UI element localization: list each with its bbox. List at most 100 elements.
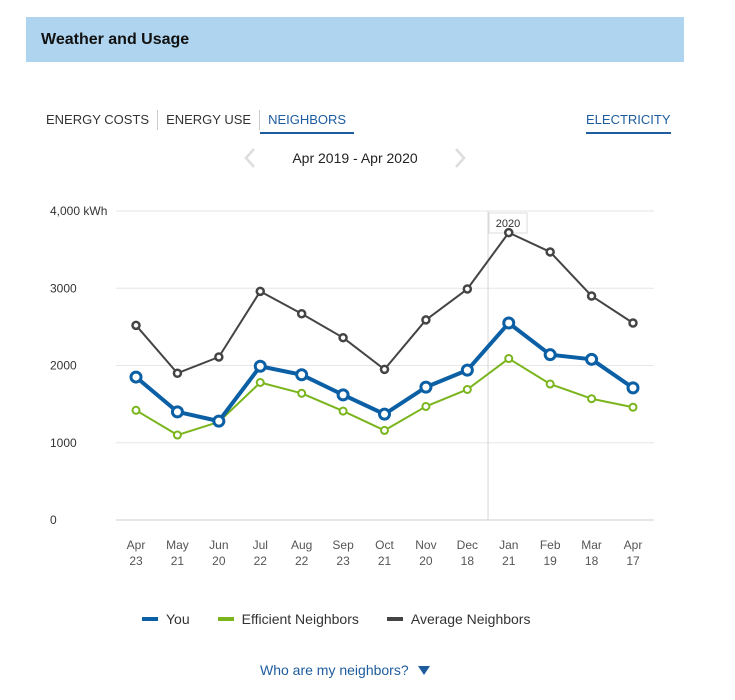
- x-tick-month: Apr: [624, 538, 643, 552]
- caret-down-icon: [417, 665, 430, 675]
- data-point-you: [212, 414, 226, 428]
- data-point-efficient-neighbors: [255, 377, 265, 387]
- year-marker-label: 2020: [496, 218, 520, 230]
- legend-swatch-average: [386, 617, 403, 621]
- x-tick-day: 22: [295, 554, 309, 568]
- data-point-efficient-neighbors: [421, 401, 431, 411]
- tab-divider: [157, 110, 159, 130]
- date-range-label: Apr 2019 - Apr 2020: [292, 150, 418, 166]
- x-tick-day: 20: [212, 554, 226, 568]
- data-point-you: [253, 359, 267, 373]
- y-tick-label: 2000: [50, 359, 77, 373]
- data-point-efficient-neighbors: [504, 354, 514, 364]
- previous-period-button[interactable]: [240, 146, 260, 170]
- data-point-you: [419, 380, 433, 394]
- tab-energy-costs[interactable]: ENERGY COSTS: [46, 112, 150, 127]
- chevron-right-icon: [455, 148, 466, 168]
- y-tick-label: 1000: [50, 436, 77, 450]
- data-point-you: [626, 381, 640, 395]
- weather-usage-header: Weather and Usage: [26, 17, 684, 62]
- fuel-electricity-tab[interactable]: ELECTRICITY: [586, 110, 671, 134]
- y-tick-label: 0: [50, 513, 57, 527]
- data-point-you: [585, 352, 599, 366]
- data-point-average-neighbors: [545, 247, 555, 257]
- x-tick-day: 21: [502, 554, 516, 568]
- data-point-average-neighbors: [296, 308, 307, 319]
- data-point-you: [129, 370, 143, 384]
- data-point-you: [543, 348, 557, 362]
- legend-swatch-you: [142, 617, 158, 621]
- x-tick-day: 21: [378, 554, 392, 568]
- data-point-efficient-neighbors: [172, 430, 182, 440]
- data-point-average-neighbors: [338, 332, 348, 343]
- x-tick-day: 22: [254, 554, 268, 568]
- data-point-you: [460, 363, 474, 377]
- data-point-average-neighbors: [131, 320, 141, 331]
- x-tick-month: Sep: [332, 538, 354, 552]
- x-tick-day: 18: [585, 554, 599, 568]
- x-tick-day: 23: [129, 554, 143, 568]
- neighbors-link-label: Who are my neighbors?: [260, 662, 409, 678]
- data-point-average-neighbors: [172, 368, 183, 378]
- x-tick-month: Nov: [415, 538, 436, 552]
- chevron-left-icon: [244, 148, 255, 168]
- x-tick-month: Jun: [209, 538, 228, 552]
- x-tick-day: 17: [626, 554, 640, 568]
- x-tick-month: Feb: [540, 538, 561, 552]
- data-point-you: [378, 407, 391, 421]
- data-point-average-neighbors: [255, 286, 265, 297]
- data-point-average-neighbors: [379, 364, 390, 375]
- data-point-average-neighbors: [214, 352, 224, 362]
- data-point-average-neighbors: [628, 318, 638, 328]
- data-point-average-neighbors: [504, 227, 514, 238]
- legend-label-you: You: [166, 611, 190, 627]
- data-point-you: [170, 405, 184, 419]
- x-tick-day: 19: [543, 554, 557, 568]
- x-tick-month: Mar: [581, 538, 602, 552]
- data-point-average-neighbors: [462, 284, 473, 294]
- tab-neighbors[interactable]: NEIGHBORS: [260, 110, 355, 134]
- x-tick-day: 20: [419, 554, 433, 568]
- x-tick-month: Jul: [253, 538, 268, 552]
- x-tick-month: May: [166, 538, 189, 552]
- x-tick-day: 23: [336, 554, 350, 568]
- data-point-efficient-neighbors: [338, 406, 348, 416]
- data-point-average-neighbors: [421, 315, 431, 325]
- legend-swatch-efficient: [217, 617, 234, 621]
- data-point-you: [295, 368, 309, 382]
- data-point-efficient-neighbors: [462, 384, 472, 394]
- x-tick-month: Dec: [457, 538, 478, 552]
- data-point-you: [336, 388, 350, 402]
- chart-legend: You Efficient Neighbors Average Neighbor…: [142, 611, 558, 627]
- data-point-efficient-neighbors: [628, 402, 638, 412]
- page-title: Weather and Usage: [41, 30, 190, 48]
- data-point-you: [502, 316, 516, 330]
- y-tick-label: 3000: [50, 281, 77, 295]
- y-tick-label: 4,000 kWh: [50, 204, 107, 218]
- date-range-selector: Apr 2019 - Apr 2020: [240, 146, 470, 170]
- x-tick-month: Jan: [499, 538, 518, 552]
- who-are-my-neighbors-link[interactable]: Who are my neighbors?: [260, 662, 430, 678]
- tab-energy-use[interactable]: ENERGY USE: [166, 112, 252, 127]
- data-point-efficient-neighbors: [131, 405, 141, 415]
- next-period-button[interactable]: [450, 146, 470, 170]
- legend-item-efficient-neighbors[interactable]: Efficient Neighbors: [217, 611, 359, 627]
- legend-item-average-neighbors[interactable]: Average Neighbors: [386, 611, 531, 627]
- legend-label-average: Average Neighbors: [410, 611, 531, 627]
- data-point-efficient-neighbors: [587, 394, 597, 404]
- data-point-efficient-neighbors: [545, 379, 555, 389]
- legend-label-efficient: Efficient Neighbors: [241, 611, 359, 627]
- legend-item-you[interactable]: You: [142, 611, 190, 627]
- data-point-efficient-neighbors: [297, 388, 307, 398]
- series-line-average-neighbors: [135, 231, 634, 375]
- tab-divider: [259, 110, 261, 130]
- view-tabs: ENERGY COSTS ENERGY USE NEIGHBORS: [46, 110, 355, 136]
- x-tick-month: Oct: [375, 538, 394, 552]
- x-tick-day: 21: [171, 554, 185, 568]
- x-tick-month: Apr: [127, 538, 146, 552]
- data-point-efficient-neighbors: [380, 425, 389, 435]
- data-point-average-neighbors: [586, 291, 597, 301]
- x-tick-day: 18: [461, 554, 475, 568]
- x-tick-month: Aug: [291, 538, 312, 552]
